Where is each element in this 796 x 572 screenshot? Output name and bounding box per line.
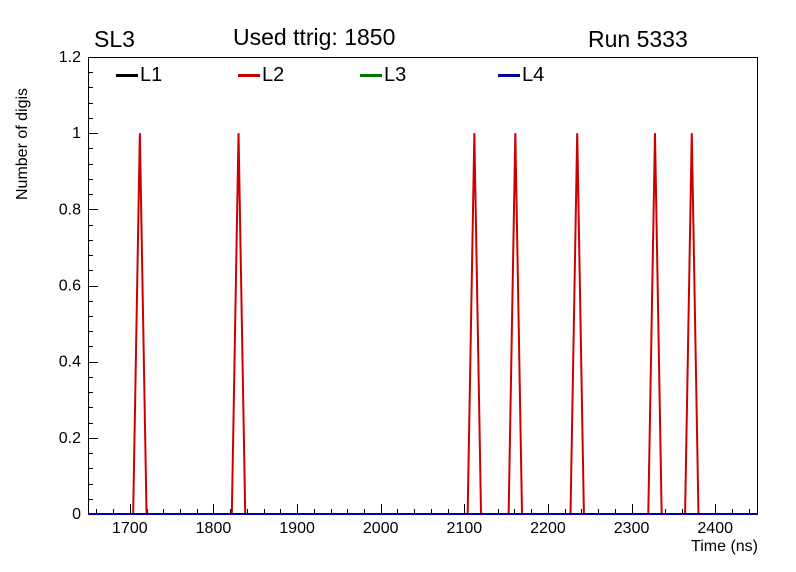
legend-label-L2: L2 [262,64,285,86]
x-axis-title: Time (ns) [691,538,758,555]
series-L2-peak [684,133,700,515]
superlayer-label: SL3 [94,26,135,52]
legend-item-L2: L2 [238,64,284,87]
series-L2-peak [132,133,148,515]
series-L2-peak [647,133,663,515]
x-tick-label: 2000 [363,520,399,537]
y-tick-label: 0.2 [59,430,81,447]
x-tick-label: 2200 [530,520,566,537]
legend-label-L4: L4 [522,64,545,86]
series-L2-peak [466,133,483,515]
run-number-label: Run 5333 [588,26,688,52]
legend-swatch-L4 [498,74,520,77]
legend-swatch-L1 [116,74,138,77]
series-L2-peak [507,133,524,515]
y-tick-label: 0.4 [59,354,81,371]
x-tick-label: 2100 [447,520,483,537]
x-tick-label: 2300 [614,520,650,537]
series-L2-peak [569,133,585,515]
legend-swatch-L2 [238,74,260,77]
x-tick-label: 1800 [196,520,232,537]
legend-label-L3: L3 [384,64,407,86]
y-tick-label: 1.2 [59,49,81,66]
legend-item-L4: L4 [498,64,544,87]
y-tick-label: 0 [72,506,81,523]
legend-label-L1: L1 [140,64,163,86]
y-tick-label: 1 [72,125,81,142]
plot-title: Used ttrig: 1850 [233,24,396,50]
y-tick-label: 0.8 [59,201,81,218]
x-tick-label: 2400 [697,520,733,537]
x-tick-label: 1700 [112,520,148,537]
legend-item-L3: L3 [360,64,406,87]
legend-swatch-L3 [360,74,382,77]
x-tick-label: 1900 [279,520,315,537]
series-L2-peak [230,133,247,515]
legend-item-L1: L1 [116,64,162,87]
y-tick-label: 0.6 [59,278,81,295]
